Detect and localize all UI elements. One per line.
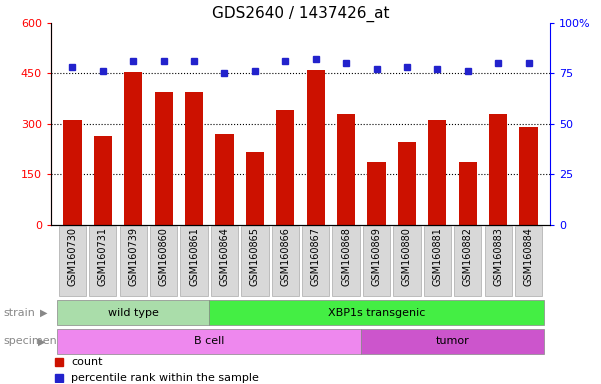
FancyBboxPatch shape: [332, 226, 360, 296]
Bar: [209, 300, 544, 325]
Text: wild type: wild type: [108, 308, 159, 318]
FancyBboxPatch shape: [180, 226, 208, 296]
Bar: [429, 121, 447, 225]
Bar: [246, 152, 264, 225]
Text: GSM160866: GSM160866: [280, 227, 290, 286]
Bar: [307, 70, 325, 225]
Text: GSM160869: GSM160869: [371, 227, 382, 286]
Bar: [367, 162, 386, 225]
Text: XBP1s transgenic: XBP1s transgenic: [328, 308, 426, 318]
Bar: [57, 300, 209, 325]
FancyBboxPatch shape: [120, 226, 147, 296]
Text: tumor: tumor: [436, 336, 469, 346]
FancyBboxPatch shape: [515, 226, 542, 296]
Bar: [63, 121, 82, 225]
FancyBboxPatch shape: [211, 226, 238, 296]
Text: count: count: [71, 357, 103, 367]
Text: ▶: ▶: [40, 308, 47, 318]
FancyBboxPatch shape: [302, 226, 329, 296]
Text: ▶: ▶: [38, 336, 45, 346]
Text: GSM160880: GSM160880: [402, 227, 412, 286]
Text: GSM160882: GSM160882: [463, 227, 473, 286]
FancyBboxPatch shape: [363, 226, 390, 296]
Bar: [489, 114, 507, 225]
Bar: [154, 92, 172, 225]
Bar: [361, 329, 544, 354]
Text: GSM160864: GSM160864: [219, 227, 230, 286]
Text: GSM160730: GSM160730: [67, 227, 78, 286]
Bar: [459, 162, 477, 225]
FancyBboxPatch shape: [89, 226, 117, 296]
FancyBboxPatch shape: [454, 226, 481, 296]
FancyBboxPatch shape: [272, 226, 299, 296]
Bar: [124, 72, 142, 225]
FancyBboxPatch shape: [484, 226, 512, 296]
FancyBboxPatch shape: [241, 226, 269, 296]
Bar: [519, 127, 538, 225]
Text: GSM160860: GSM160860: [159, 227, 169, 286]
FancyBboxPatch shape: [424, 226, 451, 296]
Bar: [215, 134, 234, 225]
Bar: [276, 111, 294, 225]
Text: GSM160731: GSM160731: [98, 227, 108, 286]
FancyBboxPatch shape: [393, 226, 421, 296]
Text: percentile rank within the sample: percentile rank within the sample: [71, 373, 259, 383]
Text: GSM160881: GSM160881: [432, 227, 442, 286]
Text: GSM160739: GSM160739: [128, 227, 138, 286]
Text: strain: strain: [3, 308, 35, 318]
Text: GSM160884: GSM160884: [523, 227, 534, 286]
Text: GSM160865: GSM160865: [250, 227, 260, 286]
Bar: [185, 92, 203, 225]
Text: GDS2640 / 1437426_at: GDS2640 / 1437426_at: [212, 6, 389, 22]
Bar: [57, 329, 361, 354]
Text: GSM160883: GSM160883: [493, 227, 503, 286]
Text: specimen: specimen: [3, 336, 56, 346]
Bar: [94, 136, 112, 225]
Text: GSM160868: GSM160868: [341, 227, 351, 286]
FancyBboxPatch shape: [59, 226, 86, 296]
FancyBboxPatch shape: [150, 226, 177, 296]
Text: B cell: B cell: [194, 336, 224, 346]
Bar: [337, 114, 355, 225]
Text: GSM160861: GSM160861: [189, 227, 199, 286]
Text: GSM160867: GSM160867: [311, 227, 321, 286]
Bar: [398, 142, 416, 225]
